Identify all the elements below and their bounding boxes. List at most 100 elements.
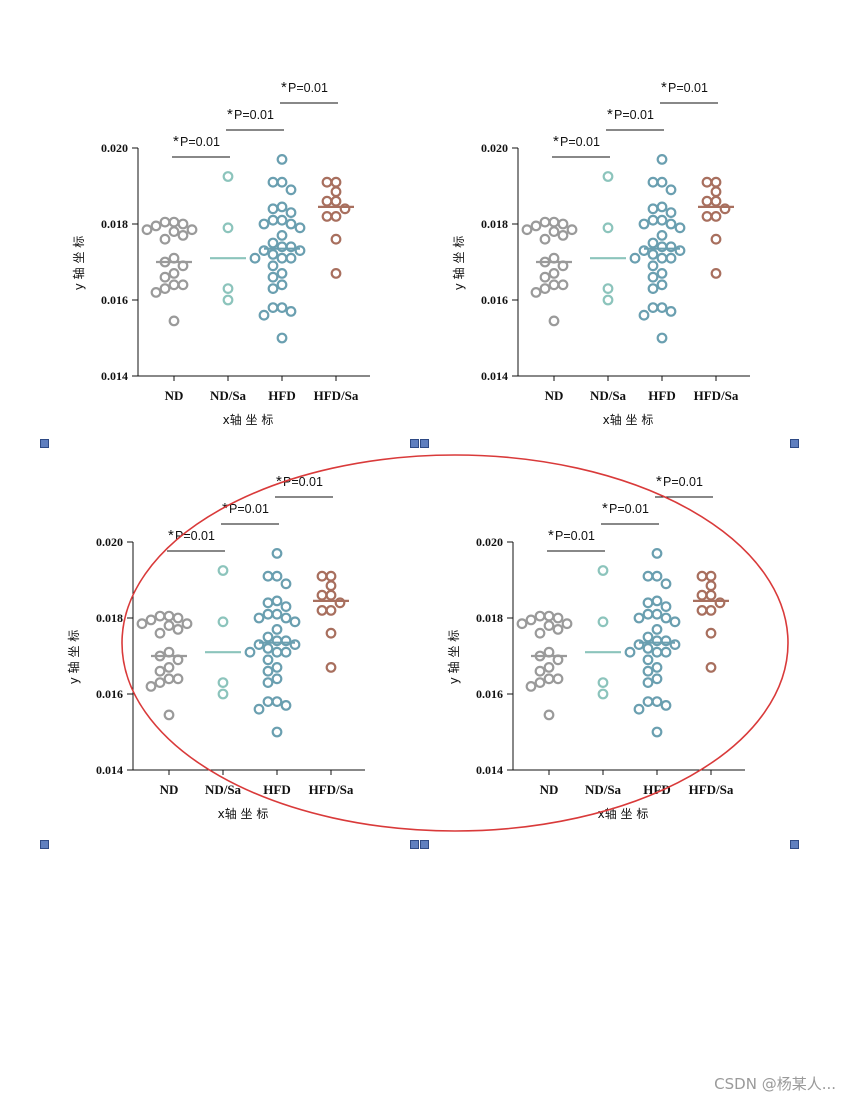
- data-point-hfd-sa: [330, 233, 342, 245]
- data-point-hfd-sa: [705, 662, 717, 673]
- data-point-hfd: [285, 241, 297, 253]
- data-point-hfd: [267, 248, 279, 260]
- y-tick-label: 0.016: [101, 293, 128, 307]
- data-point-hfd: [638, 218, 650, 230]
- data-point-hfd: [276, 201, 288, 213]
- data-point-nd-sa: [222, 171, 234, 182]
- x-axis-title: x轴 坐 标: [223, 412, 274, 427]
- data-point-nd-sa: [602, 294, 614, 306]
- significance-star: *: [168, 527, 174, 544]
- data-point-hfd-sa: [330, 210, 342, 222]
- data-point-nd-sa: [222, 283, 234, 295]
- data-point-hfd: [642, 608, 654, 620]
- data-point-hfd-sa: [705, 580, 717, 592]
- y-tick-label: 0.014: [96, 763, 123, 777]
- data-point-hfd: [285, 218, 297, 230]
- data-point-hfd: [262, 570, 274, 582]
- x-tick-label: HFD: [648, 388, 675, 403]
- data-point-hfd: [253, 612, 265, 624]
- data-point-hfd-sa: [701, 210, 713, 222]
- data-point-hfd: [647, 214, 659, 226]
- data-point-hfd: [633, 639, 645, 650]
- significance-star: *: [661, 79, 667, 96]
- data-point-nd: [552, 612, 564, 624]
- data-point-hfd: [660, 646, 672, 658]
- data-point-hfd: [647, 203, 659, 215]
- data-point-hfd: [262, 665, 274, 677]
- data-point-nd: [150, 287, 162, 298]
- p-value-label: P=0.01: [288, 81, 328, 95]
- data-point-hfd: [271, 673, 283, 685]
- data-point-nd-sa: [217, 565, 229, 576]
- data-point-hfd: [244, 646, 256, 658]
- data-point-nd: [525, 614, 537, 626]
- data-point-hfd-sa: [321, 195, 333, 207]
- p-value-label: P=0.01: [283, 475, 323, 489]
- data-point-hfd-sa: [710, 176, 722, 188]
- data-point-hfd: [289, 616, 301, 628]
- selection-handle[interactable]: [40, 840, 49, 849]
- p-value-label: P=0.01: [663, 475, 703, 489]
- data-point-hfd-sa: [325, 605, 337, 616]
- data-point-hfd: [656, 279, 668, 291]
- data-point-hfd-sa: [710, 268, 722, 279]
- data-point-nd: [168, 315, 180, 327]
- data-point-hfd: [651, 548, 663, 559]
- x-tick-label: HFD/Sa: [314, 388, 359, 403]
- data-point-hfd: [267, 176, 279, 188]
- data-point-hfd-sa: [316, 605, 328, 616]
- data-point-hfd: [638, 245, 650, 257]
- data-point-hfd: [642, 643, 654, 654]
- selection-handle[interactable]: [40, 439, 49, 448]
- selection-handle[interactable]: [410, 439, 419, 448]
- data-point-nd: [530, 287, 542, 298]
- p-value-label: P=0.01: [555, 529, 595, 543]
- data-point-nd-sa: [222, 222, 234, 234]
- significance-star: *: [276, 473, 282, 490]
- selection-handle[interactable]: [420, 840, 429, 849]
- data-point-nd: [154, 665, 166, 677]
- data-point-hfd-sa: [696, 589, 708, 601]
- data-point-hfd: [642, 665, 654, 677]
- data-point-hfd: [656, 252, 668, 264]
- x-axis-title: x轴 坐 标: [598, 806, 649, 821]
- data-point-hfd-sa: [696, 570, 708, 582]
- data-point-nd: [543, 662, 555, 673]
- data-point-hfd: [285, 184, 297, 196]
- significance-star: *: [602, 500, 608, 517]
- data-point-hfd: [660, 700, 672, 711]
- data-point-hfd: [651, 570, 663, 582]
- data-point-hfd: [280, 612, 292, 624]
- data-point-hfd: [271, 570, 283, 582]
- data-point-nd: [543, 709, 555, 721]
- data-point-hfd: [267, 237, 279, 249]
- chart-panel-bottom-right: 0.014 0.016 0.018 0.020 ND ND/Sa HFD HFD/Sa x轴 坐…: [446, 473, 745, 821]
- data-point-nd: [145, 614, 157, 626]
- data-point-hfd: [285, 207, 297, 219]
- data-point-hfd: [651, 595, 663, 607]
- data-point-hfd: [258, 245, 270, 257]
- data-point-hfd: [276, 214, 288, 226]
- data-point-hfd-sa: [705, 589, 717, 601]
- data-point-nd: [534, 677, 546, 688]
- data-point-hfd-sa: [325, 589, 337, 601]
- data-point-nd: [552, 624, 564, 635]
- data-point-hfd: [262, 608, 274, 620]
- selection-handle[interactable]: [790, 840, 799, 849]
- selection-handle[interactable]: [410, 840, 419, 849]
- selection-handle[interactable]: [790, 439, 799, 448]
- data-point-nd: [181, 618, 193, 630]
- significance-star: *: [281, 79, 287, 96]
- data-point-hfd: [651, 624, 663, 635]
- data-point-nd: [539, 216, 551, 228]
- significance-star: *: [227, 106, 233, 123]
- data-point-hfd: [669, 639, 681, 650]
- selection-handle[interactable]: [420, 439, 429, 448]
- significance-star: *: [553, 133, 559, 150]
- data-point-hfd-sa: [325, 570, 337, 582]
- data-point-hfd-sa: [705, 570, 717, 582]
- data-point-hfd: [294, 222, 306, 234]
- data-point-hfd: [651, 635, 663, 647]
- data-point-hfd: [271, 548, 283, 559]
- significance-star: *: [607, 106, 613, 123]
